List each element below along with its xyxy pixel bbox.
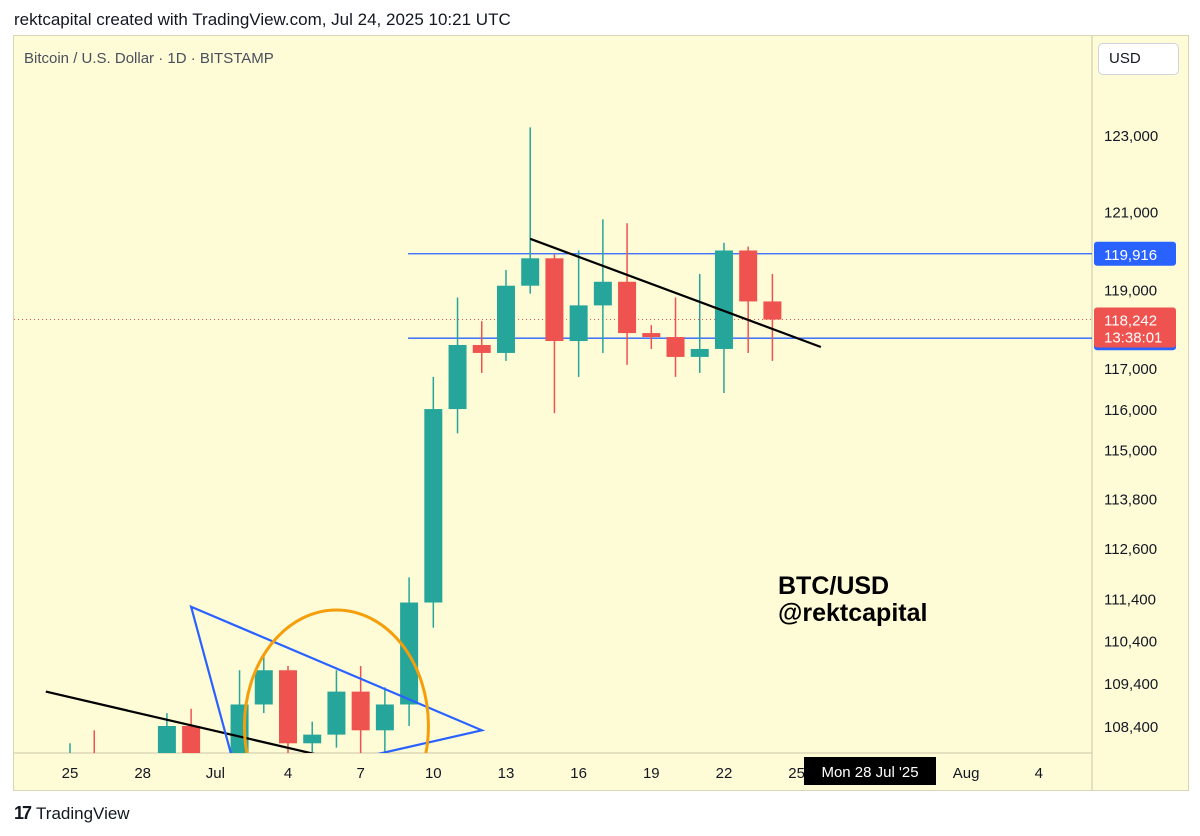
countdown-label: 13:38:01 [1104,330,1162,347]
candle-body[interactable] [593,281,612,306]
candle-body[interactable] [666,337,685,357]
currency-selector[interactable]: USD [1098,43,1179,75]
plot-area[interactable] [14,127,1092,836]
candle-body[interactable] [85,761,103,787]
x-tick-label: 4 [284,765,292,782]
candle-body[interactable] [182,726,201,778]
candle-body[interactable] [303,734,322,744]
x-tick-label: 10 [425,765,442,782]
candle-body[interactable] [279,670,297,744]
candle-body[interactable] [206,778,224,836]
x-tick-label: 25 [62,765,79,782]
crosshair-date-label: Mon 28 Jul '25 [821,764,918,781]
candle-body[interactable] [424,409,443,603]
candle-body[interactable] [690,348,709,357]
y-tick-label: 109,400 [1104,676,1158,693]
tradingview-brand[interactable]: 17 TradingView [14,803,130,824]
candle-body[interactable] [618,281,637,334]
trendline-1[interactable] [529,237,822,349]
y-tick-label: 119,000 [1104,283,1157,300]
brand-label: TradingView [36,803,130,823]
candle-body[interactable] [569,305,588,342]
x-tick-label: 19 [643,765,660,782]
candle-body[interactable] [254,670,273,705]
level-price-tag-1[interactable] [1094,241,1176,266]
y-tick-label-hidden: 117,000 [1104,361,1157,378]
candle-body[interactable] [375,704,394,731]
watermark-pair: BTC/USD [778,572,890,600]
y-tick-label: 113,800 [1104,492,1157,509]
candle-body[interactable] [714,250,733,349]
x-tick-label: 25 [788,765,805,782]
y-tick-label: 108,400 [1104,719,1158,736]
level-price-label: 119,916 [1104,247,1157,264]
candle-body[interactable] [448,344,467,410]
candle-body[interactable] [763,301,782,320]
x-tick-label: 28 [134,765,151,782]
crosshair-date-tag [804,757,936,785]
x-tick-label: Aug [953,765,980,782]
x-tick-label: 13 [498,765,515,782]
x-tick-label: Jul [206,765,225,782]
y-tick-label: 112,600 [1104,541,1157,558]
current-price-label: 118,242 [1104,313,1157,330]
watermark-author: @rektcapital [778,599,928,627]
candle-body[interactable] [545,258,564,342]
x-tick-label: 22 [716,765,733,782]
candle-body[interactable] [109,782,127,786]
y-tick-label: 121,000 [1104,205,1158,222]
x-tick-label: 16 [570,765,587,782]
triangle-pattern[interactable] [189,604,486,786]
symbol-title[interactable]: Bitcoin / U.S. Dollar · 1D · BITSTAMP [24,50,274,67]
candle-body[interactable] [642,333,661,338]
candle-body[interactable] [521,258,540,286]
candle-body[interactable] [351,691,370,731]
attribution-header: rektcapital created with TradingView.com… [14,10,511,29]
chart-frame[interactable] [13,35,1189,791]
watermark: BTC/USD @rektcapital [778,573,927,627]
y-tick-label: 116,000 [1104,402,1157,419]
x-tick-label: 4 [1035,765,1043,782]
candle-body[interactable] [472,344,491,353]
candle-body[interactable] [739,250,758,302]
x-tick-label: 7 [356,765,364,782]
candle-body[interactable] [496,285,515,353]
y-tick-label: 111,400 [1104,591,1156,608]
y-tick-label: 110,400 [1104,633,1157,650]
y-tick-label: 115,000 [1104,443,1157,460]
candle-body[interactable] [157,726,176,774]
highlight-circle[interactable] [242,608,430,836]
trendline-0[interactable] [45,690,579,816]
tradingview-logo-icon: 17 [14,803,32,823]
y-tick-label: 123,000 [1104,128,1158,145]
candle-body[interactable] [327,691,346,735]
current-price-tag[interactable] [1094,307,1176,348]
